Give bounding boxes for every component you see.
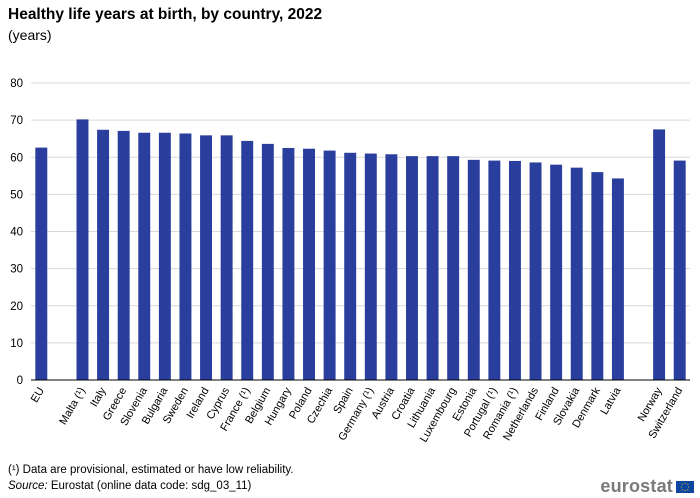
x-tick-label: Malta (¹) xyxy=(57,386,88,427)
bar xyxy=(158,132,171,380)
bar xyxy=(35,147,48,380)
bar xyxy=(385,154,398,380)
bar xyxy=(673,160,686,380)
footnote: (¹) Data are provisional, estimated or h… xyxy=(8,464,294,476)
bar xyxy=(179,133,192,380)
bar xyxy=(653,129,666,380)
bar xyxy=(200,135,213,380)
source-text: Eurostat (online data code: sdg_03_11) xyxy=(47,480,252,492)
bar xyxy=(323,150,336,380)
y-tick-label: 20 xyxy=(10,301,23,313)
chart-subtitle: (years) xyxy=(8,27,52,43)
source-label: Source: xyxy=(8,480,48,492)
bar xyxy=(138,132,151,380)
bar xyxy=(344,152,357,380)
logo-text: eurostat xyxy=(600,476,673,496)
bar xyxy=(303,148,315,380)
eurostat-logo: eurostat xyxy=(600,476,694,497)
bar xyxy=(447,156,460,380)
y-tick-label: 30 xyxy=(10,264,23,276)
bar xyxy=(406,156,418,380)
bar xyxy=(364,153,377,380)
y-tick-label: 10 xyxy=(10,338,23,350)
y-tick-label: 50 xyxy=(10,189,23,201)
y-tick-label: 80 xyxy=(10,78,23,90)
bar xyxy=(591,172,604,380)
bar xyxy=(97,129,110,380)
x-tick-label: Latvia xyxy=(598,385,624,417)
bar xyxy=(426,156,439,380)
x-tick-label: Italy xyxy=(88,385,109,409)
bar xyxy=(611,178,624,380)
bar xyxy=(282,147,295,380)
bar xyxy=(467,159,480,380)
bar xyxy=(529,162,542,380)
y-tick-label: 60 xyxy=(10,152,23,164)
bar xyxy=(550,164,563,380)
y-tick-label: 0 xyxy=(17,375,23,387)
bar xyxy=(570,167,583,380)
bar xyxy=(117,130,130,380)
chart-title: Healthy life years at birth, by country,… xyxy=(8,6,323,23)
y-tick-label: 40 xyxy=(10,227,23,239)
bar xyxy=(241,140,254,380)
eu-flag-icon xyxy=(676,480,694,493)
y-tick-label: 70 xyxy=(10,115,23,127)
bar xyxy=(508,160,521,380)
bar xyxy=(76,119,89,380)
bar xyxy=(261,143,274,380)
bar xyxy=(488,160,501,380)
bar xyxy=(220,135,233,380)
x-tick-label: EU xyxy=(29,385,47,404)
source-line: Source: Eurostat (online data code: sdg_… xyxy=(8,480,251,492)
